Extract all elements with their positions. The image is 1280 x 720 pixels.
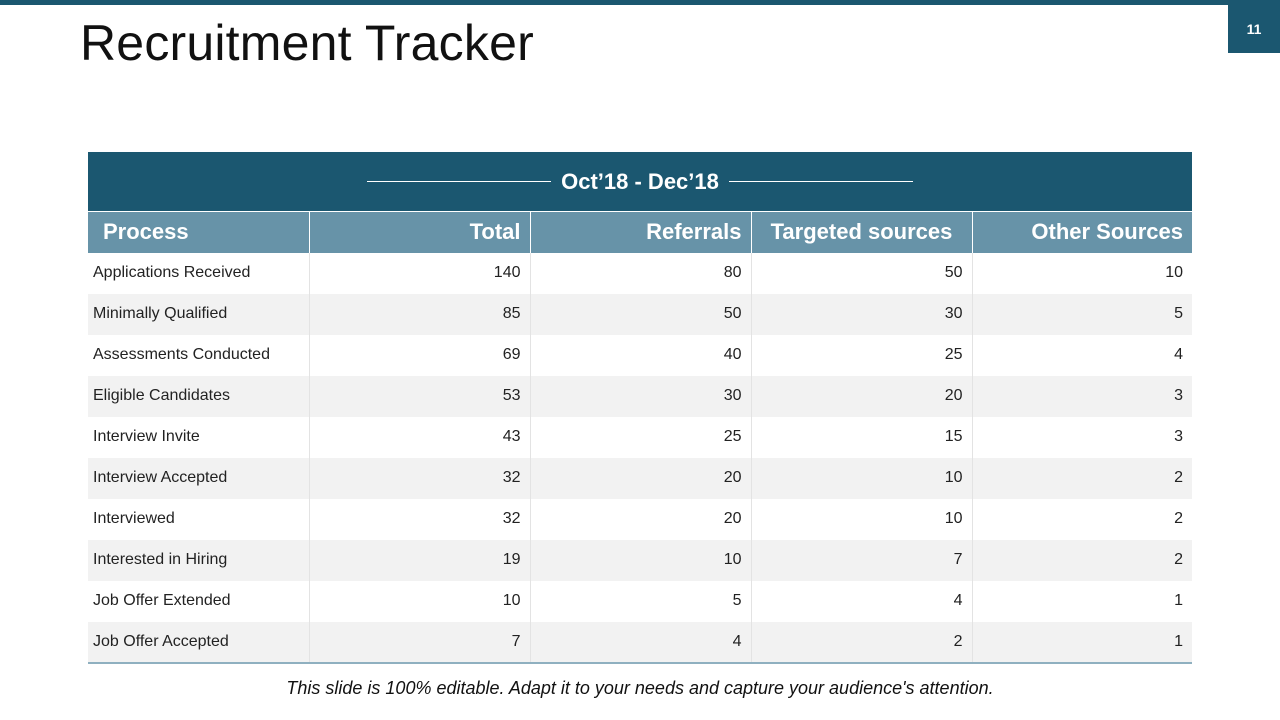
targeted-sources-cell: 7 (750, 539, 972, 581)
process-cell: Job Offer Accepted (88, 621, 309, 664)
table-row: Interview Accepted 32 20 10 2 (88, 457, 1192, 499)
other-sources-cell: 1 (971, 621, 1192, 664)
total-cell: 19 (308, 539, 530, 581)
referrals-cell: 4 (529, 621, 751, 664)
other-sources-cell: 1 (971, 580, 1192, 622)
other-sources-cell: 2 (971, 539, 1192, 581)
total-cell: 32 (308, 498, 530, 540)
process-cell: Assessments Conducted (88, 334, 309, 376)
total-cell: 53 (308, 375, 530, 417)
process-cell: Interviewed (88, 498, 309, 540)
period-label: Oct’18 - Dec’18 (561, 168, 719, 194)
table-row: Interview Invite 43 25 15 3 (88, 416, 1192, 458)
targeted-sources-cell: 50 (750, 252, 972, 294)
targeted-sources-cell: 25 (750, 334, 972, 376)
referrals-cell: 40 (529, 334, 751, 376)
other-sources-cell: 2 (971, 498, 1192, 540)
total-cell: 69 (308, 334, 530, 376)
page-number: 11 (1228, 5, 1280, 53)
column-header-referrals: Referrals (529, 211, 751, 253)
table-body: Applications Received 140 80 50 10 Minim… (88, 252, 1192, 664)
process-cell: Job Offer Extended (88, 580, 309, 622)
period-line-left (367, 181, 552, 182)
referrals-cell: 20 (529, 498, 751, 540)
total-cell: 32 (308, 457, 530, 499)
table-row: Interviewed 32 20 10 2 (88, 498, 1192, 540)
process-cell: Interview Invite (88, 416, 309, 458)
process-cell: Applications Received (88, 252, 309, 294)
table-head: Process Total Referrals Targeted sources… (88, 211, 1192, 253)
table-row: Applications Received 140 80 50 10 (88, 252, 1192, 294)
period-header: Oct’18 - Dec’18 (88, 152, 1192, 211)
footer-note: This slide is 100% editable. Adapt it to… (286, 678, 994, 698)
total-cell: 10 (308, 580, 530, 622)
process-cell: Interview Accepted (88, 457, 309, 499)
other-sources-cell: 2 (971, 457, 1192, 499)
referrals-cell: 50 (529, 293, 751, 335)
top-accent-bar (0, 0, 1280, 5)
process-cell: Minimally Qualified (88, 293, 309, 335)
recruitment-table: Oct’18 - Dec’18 Process Total Referrals … (88, 152, 1192, 664)
referrals-cell: 5 (529, 580, 751, 622)
column-header-other-sources: Other Sources (971, 211, 1192, 253)
other-sources-cell: 3 (971, 416, 1192, 458)
table-row: Eligible Candidates 53 30 20 3 (88, 375, 1192, 417)
column-header-targeted-sources: Targeted sources (750, 211, 972, 253)
total-cell: 140 (308, 252, 530, 294)
header-row: Process Total Referrals Targeted sources… (88, 211, 1192, 253)
referrals-cell: 10 (529, 539, 751, 581)
other-sources-cell: 4 (971, 334, 1192, 376)
targeted-sources-cell: 10 (750, 498, 972, 540)
table-row: Minimally Qualified 85 50 30 5 (88, 293, 1192, 335)
targeted-sources-cell: 20 (750, 375, 972, 417)
column-header-total: Total (308, 211, 530, 253)
targeted-sources-cell: 10 (750, 457, 972, 499)
column-header-process: Process (88, 211, 309, 253)
targeted-sources-cell: 30 (750, 293, 972, 335)
targeted-sources-cell: 4 (750, 580, 972, 622)
total-cell: 7 (308, 621, 530, 664)
other-sources-cell: 5 (971, 293, 1192, 335)
targeted-sources-cell: 2 (750, 621, 972, 664)
process-cell: Interested in Hiring (88, 539, 309, 581)
total-cell: 43 (308, 416, 530, 458)
referrals-cell: 80 (529, 252, 751, 294)
referrals-cell: 20 (529, 457, 751, 499)
slide-title: Recruitment Tracker (80, 15, 534, 71)
table-row: Job Offer Extended 10 5 4 1 (88, 580, 1192, 622)
other-sources-cell: 10 (971, 252, 1192, 294)
referrals-cell: 25 (529, 416, 751, 458)
data-table: Process Total Referrals Targeted sources… (88, 211, 1192, 664)
other-sources-cell: 3 (971, 375, 1192, 417)
table-row: Job Offer Accepted 7 4 2 1 (88, 621, 1192, 664)
table-row: Assessments Conducted 69 40 25 4 (88, 334, 1192, 376)
total-cell: 85 (308, 293, 530, 335)
period-line-right (728, 181, 913, 182)
table-row: Interested in Hiring 19 10 7 2 (88, 539, 1192, 581)
referrals-cell: 30 (529, 375, 751, 417)
targeted-sources-cell: 15 (750, 416, 972, 458)
process-cell: Eligible Candidates (88, 375, 309, 417)
